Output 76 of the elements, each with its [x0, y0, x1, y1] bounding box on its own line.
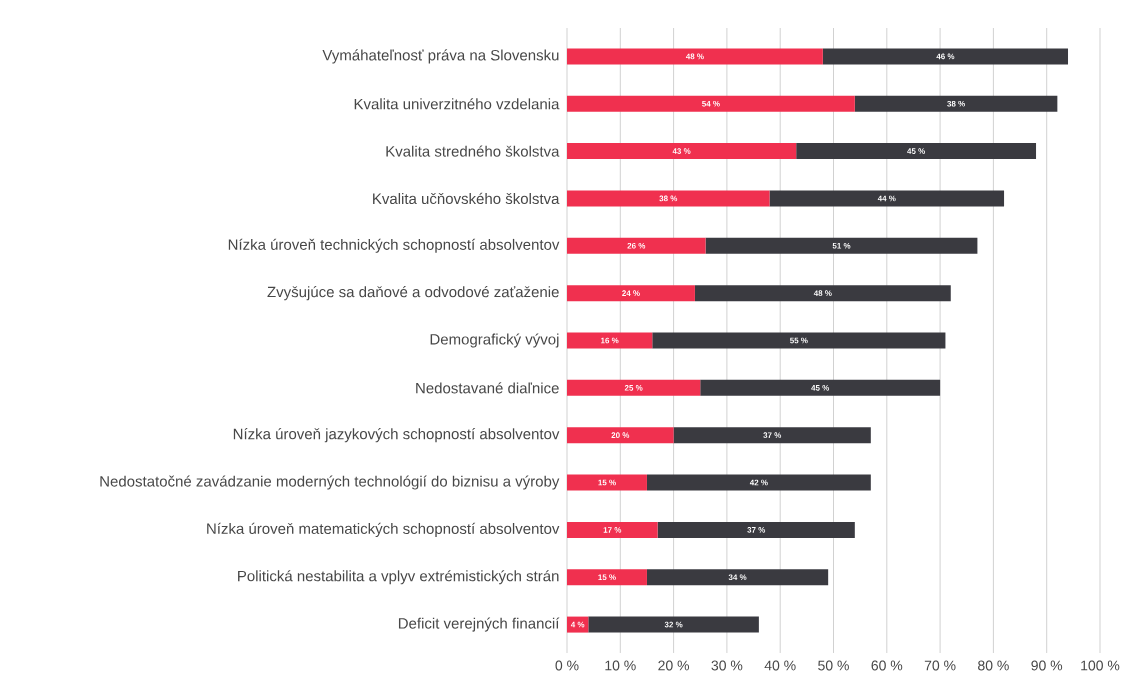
- data-label: 55 %: [789, 337, 808, 344]
- bar: [567, 95, 855, 112]
- bar: [700, 379, 941, 396]
- data-label: 34 %: [728, 574, 747, 581]
- data-label: 38 %: [659, 195, 678, 202]
- bar: [567, 379, 701, 396]
- data-label: 48 %: [813, 290, 832, 296]
- x-tick-label: 40 %: [764, 660, 796, 671]
- data-label: 20 %: [611, 432, 630, 439]
- data-label: 24 %: [622, 290, 640, 296]
- x-tick-label: 90 %: [1031, 660, 1063, 671]
- bar: [769, 190, 1005, 207]
- x-tick-label: 60 %: [871, 660, 903, 671]
- bar: [657, 521, 855, 538]
- y-tick-label: Zvyšujúce sa daňové a odvodové zaťaženie: [267, 286, 559, 301]
- x-tick-label: 50 %: [818, 660, 849, 671]
- bar: [822, 48, 1069, 65]
- bar: [705, 237, 978, 254]
- bar: [567, 332, 653, 349]
- data-label: 51 %: [832, 242, 851, 249]
- bar: [588, 616, 759, 633]
- data-label: 38 %: [947, 100, 965, 107]
- y-tick-label: Nízka úroveň jazykových schopností absolventov: [233, 428, 560, 443]
- data-label: 45 %: [907, 148, 926, 154]
- data-label: 15 %: [598, 574, 616, 581]
- data-label: 54 %: [702, 100, 720, 107]
- y-tick-label: Vymáhateľnosť práva na Slovensku: [322, 49, 559, 64]
- bar: [567, 474, 647, 491]
- y-tick-label: Nízka úroveň technických schopností absolventov: [228, 238, 560, 253]
- x-tick-label: 70 %: [924, 660, 956, 671]
- bar: [567, 143, 797, 160]
- x-tick-label: 30 %: [711, 660, 743, 671]
- data-label: 17 %: [603, 527, 622, 533]
- y-tick-label: Nedostavané diaľnice: [416, 382, 559, 394]
- y-tick-label: Demografický vývoj: [430, 333, 559, 348]
- data-label: 48 %: [685, 53, 704, 60]
- x-tick-label: 0 %: [555, 660, 579, 671]
- x-tick-label: 100 %: [1081, 660, 1120, 671]
- bar: [567, 521, 658, 538]
- bar: [567, 48, 823, 65]
- data-label: 32 %: [664, 621, 683, 628]
- data-label: 43 %: [672, 148, 691, 154]
- bar: [652, 332, 946, 349]
- bar: [673, 427, 871, 444]
- data-label: 44 %: [877, 195, 896, 202]
- y-tick-label: Nízka úroveň matematických schopností absolventov: [207, 522, 560, 537]
- bar: [854, 95, 1058, 112]
- x-tick-label: 10 %: [605, 660, 636, 671]
- bar: [694, 285, 951, 302]
- data-label: 25 %: [624, 385, 643, 391]
- y-tick-label: Kvalita učňovského školstva: [373, 192, 560, 205]
- x-tick-label: 20 %: [658, 660, 690, 671]
- x-tick-label: 80 %: [978, 660, 1009, 671]
- bar: [567, 285, 695, 302]
- data-label: 46 %: [936, 53, 955, 60]
- y-tick-label: Kvalita stredného školstva: [386, 145, 560, 157]
- bar: [567, 616, 589, 633]
- data-label: 4 %: [570, 621, 585, 628]
- data-label: 16 %: [601, 337, 619, 344]
- bar: [796, 143, 1037, 160]
- y-tick-label: Nedostatočné zavádzanie moderných technológií do biznisu a výroby: [100, 475, 560, 490]
- bar: [646, 474, 871, 491]
- bar: [567, 427, 674, 444]
- data-label: 42 %: [749, 479, 768, 486]
- bar: [567, 190, 770, 207]
- y-tick-label: Politická nestabilita a vplyv extrémistických strán: [238, 570, 559, 585]
- data-label: 45 %: [811, 385, 830, 391]
- data-label: 26 %: [627, 242, 646, 249]
- data-label: 15 %: [598, 479, 616, 486]
- y-tick-label: Deficit verejných financií: [398, 617, 560, 632]
- y-tick-label: Kvalita univerzitného vzdelania: [354, 98, 560, 110]
- data-label: 37 %: [763, 432, 782, 439]
- bar: [567, 237, 706, 254]
- bar: [646, 569, 829, 586]
- bar: [567, 569, 647, 586]
- data-label: 37 %: [747, 527, 766, 533]
